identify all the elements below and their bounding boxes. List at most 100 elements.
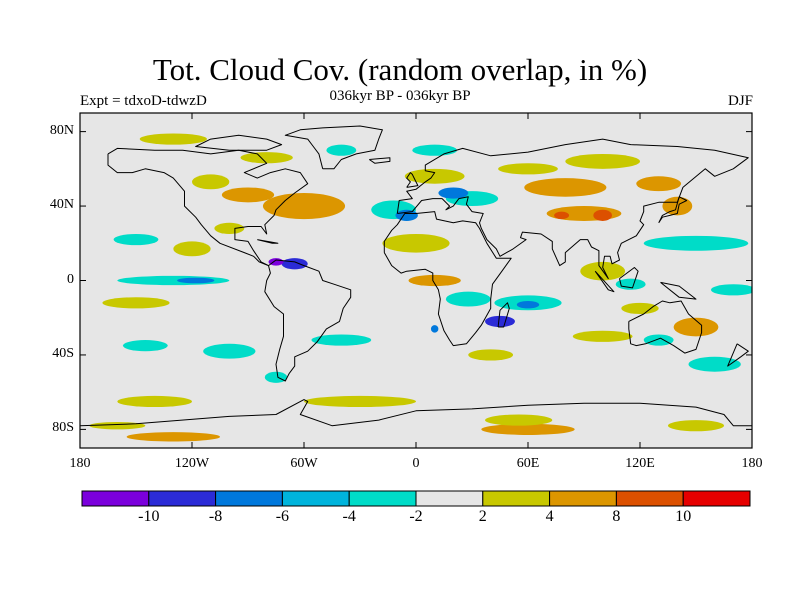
- anomaly-patch: [326, 144, 357, 156]
- page-title: Tot. Cloud Cov. (random overlap, in %): [152, 52, 648, 87]
- colorbar: [81, 490, 751, 507]
- anomaly-patch: [688, 356, 741, 372]
- anomaly-patch: [262, 193, 346, 220]
- anomaly-patch: [643, 235, 749, 251]
- anomaly-patch: [408, 274, 461, 287]
- anomaly-patch: [485, 414, 553, 426]
- coastline: [396, 138, 749, 280]
- coastline: [257, 239, 279, 244]
- coastline: [497, 302, 510, 328]
- coastline: [658, 196, 688, 224]
- anomaly-patch: [240, 152, 293, 164]
- colorbar-label: -2: [409, 508, 423, 525]
- season-label: DJF: [727, 93, 753, 109]
- colorbar-swatch: [615, 490, 684, 507]
- anomaly-patch: [445, 291, 491, 307]
- anomaly-patch: [304, 395, 416, 408]
- anomaly-patch: [113, 233, 159, 246]
- anomaly-patch: [122, 340, 168, 352]
- anomaly-patch: [192, 174, 230, 190]
- anomaly-patch: [498, 163, 558, 175]
- coastline: [628, 300, 703, 354]
- coastline: [369, 157, 391, 164]
- page-subtitle: 036kyr BP - 036kyr BP: [329, 88, 471, 104]
- lon-tick-label: 60W: [290, 456, 318, 471]
- tick-layer: [79, 113, 753, 448]
- lat-tick-label: 40S: [52, 345, 74, 361]
- colorbar-swatch: [81, 490, 150, 507]
- colorbar-label: 4: [545, 508, 554, 525]
- lon-tick-label: 120E: [625, 456, 655, 471]
- anomaly-patch: [572, 330, 633, 342]
- anomaly-patch: [102, 297, 170, 309]
- anomaly-patch: [311, 334, 372, 346]
- colorbar-label: 8: [612, 508, 621, 525]
- coastline: [406, 172, 419, 188]
- lon-tick-label: 180: [741, 456, 763, 471]
- colorbar-swatch: [549, 490, 617, 507]
- anomaly-patch: [203, 343, 256, 359]
- anomaly-patch: [615, 278, 646, 290]
- anomaly-layer: [89, 133, 752, 442]
- colorbar-swatch: [148, 490, 217, 507]
- coastline-layer: [80, 125, 752, 427]
- anomaly-patch: [438, 187, 469, 199]
- coastline: [80, 399, 752, 427]
- anomaly-patch: [668, 420, 724, 432]
- colorbar-label: -4: [342, 508, 356, 525]
- anomaly-patch: [593, 209, 613, 221]
- coastline: [107, 147, 309, 267]
- colorbar-label: -8: [208, 508, 223, 525]
- colorbar-swatch: [415, 490, 484, 507]
- anomaly-patch: [524, 178, 607, 197]
- anomaly-patch: [636, 176, 682, 192]
- colorbar-swatch: [482, 490, 551, 507]
- coastline: [660, 281, 697, 300]
- colorbar-swatch: [215, 490, 283, 507]
- colorbar-label: 10: [675, 508, 692, 525]
- lon-tick-label: 120W: [174, 456, 210, 471]
- colorbar-label: -10: [138, 508, 160, 525]
- anomaly-patch: [565, 153, 641, 169]
- anomaly-patch: [643, 334, 674, 346]
- anomaly-patch: [481, 423, 575, 435]
- anomaly-patch: [516, 300, 540, 309]
- anomaly-patch: [173, 241, 211, 257]
- colorbar-label: 2: [478, 508, 487, 525]
- lon-tick-label: 60E: [516, 456, 540, 471]
- anomaly-patch: [621, 302, 659, 314]
- coastline: [195, 134, 283, 151]
- coastline: [264, 259, 352, 382]
- lon-tick-label: 180: [69, 456, 91, 471]
- anomaly-patch: [468, 349, 514, 361]
- anomaly-patch: [264, 371, 288, 383]
- coastline: [594, 270, 615, 293]
- colorbar-label: -6: [275, 508, 290, 525]
- anomaly-patch: [404, 168, 465, 184]
- anomaly-patch: [412, 144, 458, 156]
- colorbar-swatch: [682, 490, 751, 507]
- anomaly-patch: [281, 258, 308, 270]
- anomaly-patch: [554, 211, 570, 220]
- anomaly-patch: [710, 284, 752, 296]
- lon-tick-label: 0: [412, 456, 420, 471]
- anomaly-patch: [177, 277, 215, 284]
- anomaly-patch: [139, 133, 207, 145]
- anomaly-patch: [382, 233, 450, 253]
- coastline: [619, 267, 639, 289]
- lat-tick-label: 80S: [52, 420, 74, 436]
- colorbar-swatch: [281, 490, 350, 507]
- coastline: [383, 211, 512, 347]
- anomaly-patch: [395, 209, 418, 221]
- anomaly-patch: [485, 315, 515, 328]
- anomaly-patch: [221, 187, 275, 203]
- anomaly-patch: [673, 317, 719, 337]
- anomaly-patch: [430, 325, 439, 333]
- anomaly-patch: [214, 222, 245, 234]
- anomaly-patch: [126, 432, 220, 442]
- lat-tick-label: 0: [67, 271, 74, 287]
- anomaly-patch: [117, 395, 192, 408]
- lat-tick-label: 80N: [49, 122, 74, 138]
- anomaly-patch: [89, 421, 146, 430]
